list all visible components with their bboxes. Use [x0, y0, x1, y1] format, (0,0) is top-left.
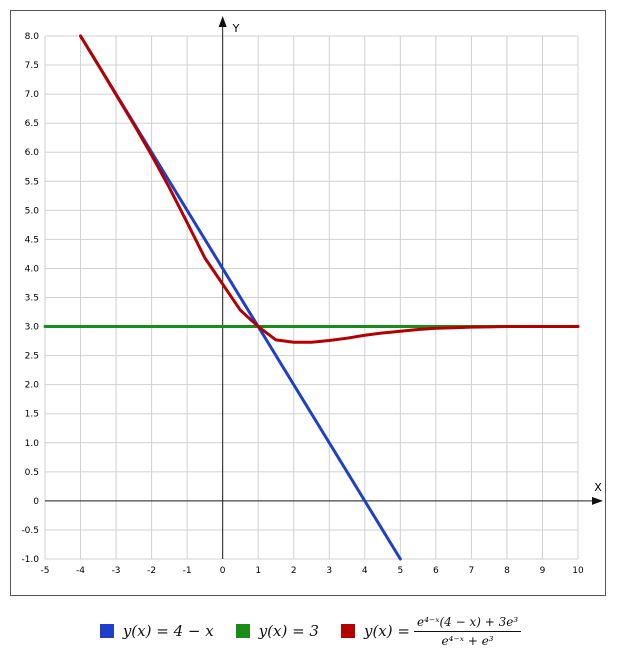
y-tick-label: -0.5 [21, 526, 39, 536]
x-axis-arrow [592, 496, 603, 505]
y-tick-label: 1.0 [25, 439, 40, 449]
legend-swatch-green [235, 624, 250, 638]
y-tick-label: 8.0 [25, 32, 40, 42]
y-tick-label: 5.0 [25, 206, 40, 216]
tick-labels: -5 -4 -3 -2 -1 0 1 2 3 4 5 6 7 8 9 10 -1.0 -0.5 0 0.5 1.0 1.5… [21, 32, 584, 576]
y-tick-label: -1.0 [21, 555, 39, 565]
x-tick-label: -2 [147, 566, 156, 576]
legend-swatch-red [340, 624, 355, 638]
legend-numerator: e⁴⁻ˣ(4 − x) + 3e³ [413, 615, 522, 632]
series-line-2 [79, 34, 580, 344]
y-tick-label: 6.0 [25, 148, 40, 158]
y-tick-label: 7.5 [25, 61, 39, 71]
legend-swatch-blue [99, 624, 114, 638]
y-tick-label: 4.5 [25, 235, 39, 245]
x-tick-label: 7 [469, 566, 475, 576]
x-tick-label: 10 [572, 566, 584, 576]
x-tick-label: 2 [291, 566, 297, 576]
x-tick-label: -1 [183, 566, 192, 576]
series-lines [43, 34, 580, 561]
legend-label: y(x) = 4 − x [122, 622, 214, 640]
x-tick-label: 3 [326, 566, 332, 576]
legend-fraction: e⁴⁻ˣ(4 − x) + 3e³ e⁴⁻ˣ + e³ [413, 615, 522, 648]
y-tick-label: 5.5 [25, 177, 39, 187]
y-tick-label: 3.0 [25, 323, 40, 333]
y-tick-label: 1.5 [25, 410, 39, 420]
x-tick-label: 6 [433, 566, 439, 576]
y-tick-label: 3.5 [25, 294, 39, 304]
legend-item-solution: y(x) = e⁴⁻ˣ(4 − x) + 3e³ e⁴⁻ˣ + e³ [340, 615, 522, 648]
y-tick-label: 7.0 [25, 90, 40, 100]
y-tick-label: 0 [33, 497, 39, 507]
legend-item-linear: y(x) = 4 − x [99, 622, 214, 640]
legend-item-constant: y(x) = 3 [235, 622, 319, 640]
legend-label: y(x) = 3 [258, 622, 319, 640]
legend-formula-prefix: y(x) = [363, 622, 410, 640]
x-tick-label: 0 [220, 566, 226, 576]
y-tick-label: 2.0 [25, 381, 40, 391]
axes: XY [45, 16, 603, 559]
y-tick-label: 6.5 [25, 119, 39, 129]
x-tick-label: -5 [41, 566, 50, 576]
x-tick-label: 5 [397, 566, 403, 576]
x-tick-label: -4 [76, 566, 85, 576]
x-tick-label: 1 [255, 566, 261, 576]
y-tick-label: 0.5 [25, 468, 39, 478]
x-axis-label: X [594, 481, 602, 494]
y-axis-arrow [218, 16, 227, 27]
legend: y(x) = 4 − x y(x) = 3 y(x) = e⁴⁻ˣ(4 − x)… [0, 606, 621, 656]
y-axis-label: Y [232, 22, 240, 35]
x-tick-label: 8 [504, 566, 510, 576]
x-tick-label: 4 [362, 566, 368, 576]
x-tick-label: -3 [112, 566, 121, 576]
grid [44, 35, 579, 560]
legend-formula: y(x) = e⁴⁻ˣ(4 − x) + 3e³ e⁴⁻ˣ + e³ [363, 615, 522, 648]
y-tick-label: 2.5 [25, 352, 39, 362]
legend-denominator: e⁴⁻ˣ + e³ [441, 633, 494, 648]
plot-area: XY -5 -4 -3 -2 -1 0 1 2 3 4 5 6 7 8 9 10-1.0-0.500.51.0… [21, 16, 603, 576]
y-tick-label: 4.0 [25, 264, 40, 274]
x-tick-label: 9 [540, 566, 546, 576]
